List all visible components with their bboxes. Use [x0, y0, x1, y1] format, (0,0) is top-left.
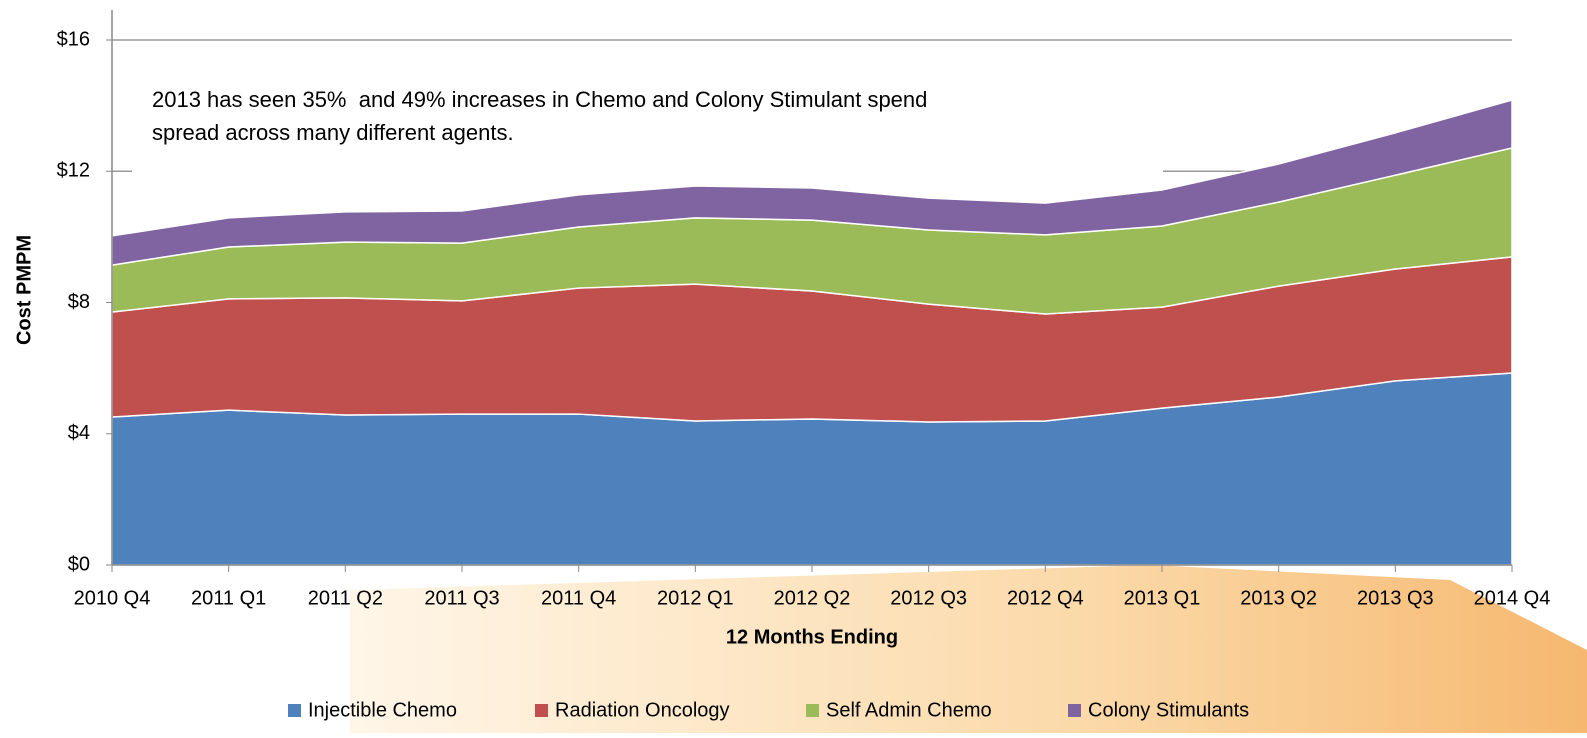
- x-tick-label: 2014 Q4: [1474, 587, 1551, 609]
- x-tick-label: 2012 Q4: [1007, 587, 1084, 609]
- y-tick-label: $12: [57, 160, 90, 182]
- x-axis-title: 12 Months Ending: [726, 626, 898, 648]
- legend-swatch: [288, 704, 301, 717]
- legend-label: Injectible Chemo: [308, 699, 457, 721]
- legend-swatch: [535, 704, 548, 717]
- annotation: 2013 has seen 35% and 49% increases in C…: [152, 87, 927, 112]
- y-tick-label: $8: [68, 291, 90, 313]
- areas: [111, 99, 1513, 566]
- x-tick-label: 2011 Q2: [308, 587, 383, 609]
- x-tick-label: 2011 Q3: [424, 587, 499, 609]
- x-tick-label: 2013 Q2: [1240, 587, 1317, 609]
- x-tick-label: 2012 Q3: [890, 587, 967, 609]
- y-axis-title: Cost PMPM: [13, 235, 35, 345]
- annotation: spread across many different agents.: [152, 120, 514, 145]
- x-tick-label: 2012 Q2: [774, 587, 851, 609]
- y-tick-label: $0: [68, 553, 90, 575]
- background-arrow: [350, 565, 1587, 733]
- x-tick-label: 2011 Q1: [191, 587, 266, 609]
- x-tick-label: 2011 Q4: [541, 587, 616, 609]
- x-tick-label: 2013 Q1: [1124, 587, 1201, 609]
- y-tick-label: $4: [68, 422, 90, 444]
- legend-label: Self Admin Chemo: [826, 699, 992, 721]
- x-tick-label: 2012 Q1: [657, 587, 734, 609]
- annotation-box: [132, 74, 1163, 178]
- y-tick-label: $16: [57, 28, 90, 50]
- legend-label: Radiation Oncology: [555, 699, 730, 721]
- legend: Injectible Chemo Radiation Oncology Self A…: [288, 699, 1249, 721]
- x-tick-label: 2010 Q4: [74, 587, 151, 609]
- area: [111, 99, 1513, 266]
- x-tick-label: 2013 Q3: [1357, 587, 1434, 609]
- axes: $0 $4 $8 $12 $16 2010 Q4 2011 Q1 2011 Q2 2011 Q3…: [57, 10, 1551, 609]
- legend-swatch: [806, 704, 819, 717]
- legend-swatch: [1068, 704, 1081, 717]
- legend-label: Colony Stimulants: [1088, 699, 1249, 721]
